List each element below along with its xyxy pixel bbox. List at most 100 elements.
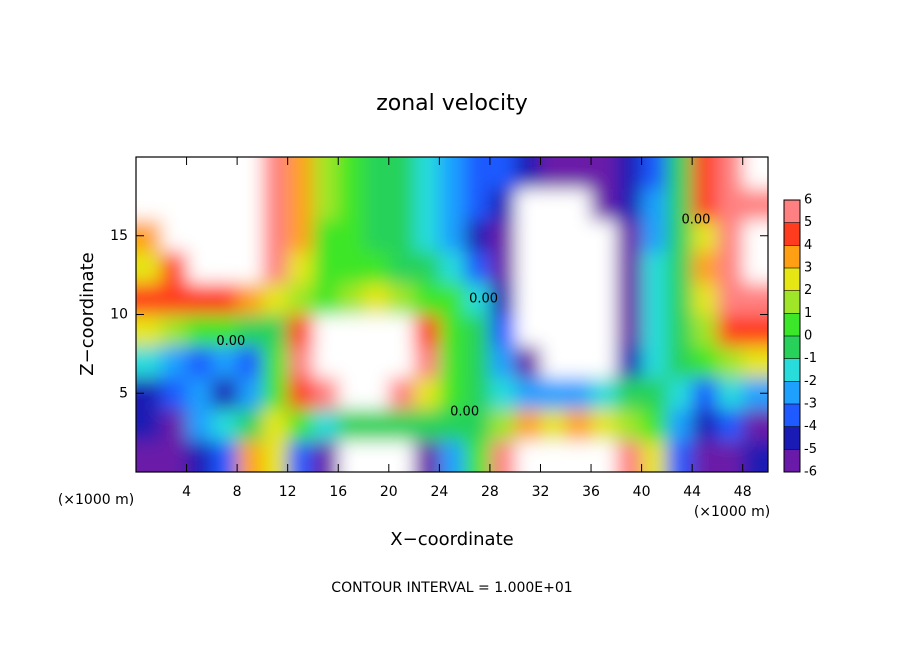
field-cell [565,440,592,472]
y-axis-label: Z−coordinate [77,252,98,375]
field-cell [439,283,466,315]
field-cell [186,314,213,347]
colorbar-label: -1 [804,351,817,366]
field-cell [692,314,718,347]
colorbar-band [784,336,800,359]
field-cell [262,251,289,284]
field-cell [540,188,567,221]
contour-label: 0.00 [450,405,479,420]
field-cell [591,220,617,252]
field-cell [414,251,440,284]
field-cell [312,220,339,252]
x-tick-label: 40 [633,484,651,500]
field-cell [287,157,314,189]
field-cell [439,220,466,252]
field-cell [641,220,668,252]
field-cell [388,377,415,410]
field-cell [312,283,339,315]
x-tick-label: 28 [481,484,499,500]
field-cell [489,188,516,221]
field-cell [414,346,440,378]
x-tick-label: 36 [582,484,600,500]
x-tick-label: 20 [380,484,398,500]
x-axis-label: X−coordinate [390,529,513,550]
chart-title: zonal velocity [376,91,528,116]
field-cell [414,220,440,252]
field-cell [616,188,643,221]
field-cell [616,251,643,284]
colorbar-label: 2 [804,283,812,298]
y-tick-label: 5 [119,385,128,401]
field-cell [211,314,238,347]
field-cell [363,440,390,472]
field-cell [666,283,693,315]
field-cell [287,346,314,378]
field-cell [616,409,643,441]
x-tick-label: 44 [683,484,701,500]
field-cell [540,314,567,347]
field-cell [136,283,162,315]
field-cell [439,157,466,189]
field-cell [641,283,668,315]
field-cell [540,220,567,252]
field-cell [287,314,314,347]
field-cell [591,188,617,221]
field-cell [414,283,440,315]
field-cell [287,220,314,252]
colorbar-band [784,268,800,291]
field-cell [439,440,466,472]
field-cell [338,188,365,221]
colorbar-band [784,426,800,450]
field-cell [489,283,516,315]
field-cell [515,157,541,189]
field-cell [388,409,415,441]
field-cell [338,283,365,315]
field-cell [616,314,643,347]
field-cell [388,346,415,378]
colorbar-label: 4 [804,238,812,253]
field-cell [591,251,617,284]
field-cell [666,314,693,347]
field-cell [489,251,516,284]
field-cell [641,409,668,441]
field-cell [515,440,541,472]
field-cells [136,157,768,472]
field-cell [287,188,314,221]
field-cell [641,157,668,189]
field-cell [666,377,693,410]
field-cell [515,251,541,284]
contour-label: 0.00 [681,213,710,228]
field-cell [262,157,289,189]
field-cell [666,440,693,472]
x-tick-label: 8 [233,484,242,500]
field-cell [515,283,541,315]
field-cell [742,440,768,472]
field-cell [540,440,567,472]
field-cell [388,220,415,252]
field-cell [616,346,643,378]
field-cell [464,188,491,221]
field-cell [388,440,415,472]
field-cell [237,314,263,347]
field-cell [717,220,744,252]
field-cell [464,157,491,189]
field-cell [464,283,491,315]
colorbar-band [784,404,800,427]
colorbar-band [784,200,800,223]
field-cell [565,314,592,347]
field-cell [262,377,289,410]
field-cell [616,220,643,252]
field-cell [237,188,263,221]
field-cell [742,409,768,441]
field-cell [262,440,289,472]
field-cell [338,251,365,284]
y-tick-label: 15 [110,228,128,244]
field-cell [312,188,339,221]
x-tick-label: 48 [734,484,752,500]
field-cell [262,220,289,252]
field-cell [565,251,592,284]
field-cell [136,157,162,189]
field-cell [616,283,643,315]
field-cell [388,157,415,189]
